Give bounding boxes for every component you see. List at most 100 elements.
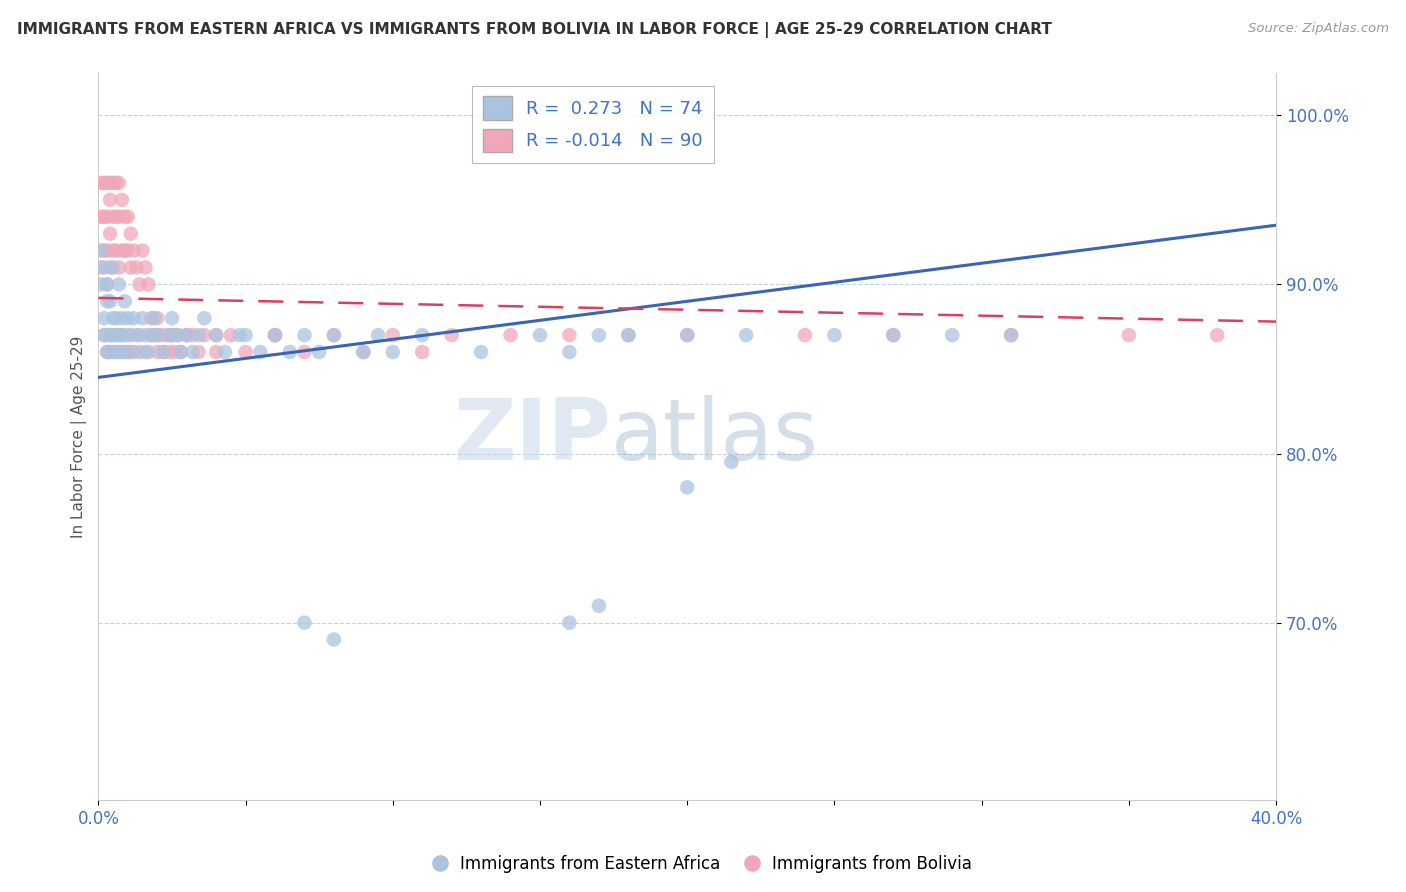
Point bbox=[90, 210, 112, 224]
Point bbox=[105, 345, 128, 359]
Point bbox=[187, 328, 209, 343]
Point bbox=[93, 210, 115, 224]
Point bbox=[96, 277, 118, 292]
Point bbox=[720, 455, 742, 469]
Point bbox=[105, 311, 128, 326]
Y-axis label: In Labor Force | Age 25-29: In Labor Force | Age 25-29 bbox=[72, 335, 87, 538]
Point bbox=[108, 345, 131, 359]
Point bbox=[98, 176, 121, 190]
Point bbox=[157, 328, 180, 343]
Point bbox=[170, 345, 193, 359]
Point bbox=[411, 345, 433, 359]
Point bbox=[146, 311, 169, 326]
Point bbox=[193, 328, 215, 343]
Point bbox=[108, 277, 131, 292]
Point bbox=[98, 328, 121, 343]
Point bbox=[105, 210, 128, 224]
Point bbox=[117, 328, 139, 343]
Point bbox=[138, 345, 160, 359]
Point bbox=[941, 328, 963, 343]
Point bbox=[98, 345, 121, 359]
Text: atlas: atlas bbox=[610, 395, 818, 478]
Point bbox=[128, 328, 150, 343]
Point bbox=[122, 311, 145, 326]
Point bbox=[146, 345, 169, 359]
Point bbox=[101, 311, 124, 326]
Point bbox=[128, 277, 150, 292]
Point bbox=[93, 328, 115, 343]
Point bbox=[278, 345, 301, 359]
Point bbox=[882, 328, 904, 343]
Point bbox=[411, 328, 433, 343]
Point bbox=[264, 328, 287, 343]
Point bbox=[93, 328, 115, 343]
Point bbox=[181, 345, 204, 359]
Point bbox=[128, 345, 150, 359]
Point bbox=[108, 210, 131, 224]
Point bbox=[117, 311, 139, 326]
Point bbox=[141, 328, 163, 343]
Point bbox=[823, 328, 845, 343]
Point bbox=[114, 345, 136, 359]
Point bbox=[96, 345, 118, 359]
Point bbox=[143, 328, 166, 343]
Point bbox=[308, 345, 330, 359]
Point bbox=[93, 176, 115, 190]
Point bbox=[882, 328, 904, 343]
Point bbox=[96, 210, 118, 224]
Point bbox=[558, 615, 581, 630]
Point bbox=[294, 615, 316, 630]
Point bbox=[1000, 328, 1022, 343]
Point bbox=[114, 244, 136, 258]
Point bbox=[499, 328, 522, 343]
Point bbox=[120, 227, 142, 241]
Point bbox=[134, 328, 156, 343]
Point bbox=[235, 345, 257, 359]
Point bbox=[98, 193, 121, 207]
Point bbox=[294, 345, 316, 359]
Point bbox=[96, 294, 118, 309]
Point bbox=[105, 244, 128, 258]
Point bbox=[352, 345, 374, 359]
Point bbox=[157, 345, 180, 359]
Point bbox=[138, 277, 160, 292]
Point bbox=[101, 328, 124, 343]
Point bbox=[131, 244, 153, 258]
Point bbox=[101, 260, 124, 275]
Point bbox=[219, 328, 242, 343]
Point bbox=[322, 632, 344, 647]
Point bbox=[117, 244, 139, 258]
Point bbox=[588, 599, 610, 613]
Point bbox=[1118, 328, 1140, 343]
Point bbox=[1206, 328, 1229, 343]
Point bbox=[101, 244, 124, 258]
Point bbox=[108, 328, 131, 343]
Point bbox=[187, 345, 209, 359]
Point bbox=[117, 210, 139, 224]
Point bbox=[90, 176, 112, 190]
Point bbox=[676, 480, 699, 494]
Point bbox=[676, 328, 699, 343]
Point bbox=[193, 311, 215, 326]
Point bbox=[122, 244, 145, 258]
Point bbox=[205, 328, 228, 343]
Point bbox=[93, 311, 115, 326]
Point bbox=[1000, 328, 1022, 343]
Point bbox=[120, 260, 142, 275]
Point bbox=[134, 260, 156, 275]
Point bbox=[101, 176, 124, 190]
Point bbox=[588, 328, 610, 343]
Point bbox=[322, 328, 344, 343]
Legend: R =  0.273   N = 74, R = -0.014   N = 90: R = 0.273 N = 74, R = -0.014 N = 90 bbox=[472, 86, 714, 162]
Point bbox=[93, 260, 115, 275]
Point bbox=[114, 294, 136, 309]
Point bbox=[166, 328, 188, 343]
Point bbox=[558, 328, 581, 343]
Point bbox=[440, 328, 463, 343]
Point bbox=[214, 345, 236, 359]
Point bbox=[98, 294, 121, 309]
Point bbox=[176, 328, 198, 343]
Point bbox=[96, 244, 118, 258]
Point bbox=[120, 345, 142, 359]
Point bbox=[352, 345, 374, 359]
